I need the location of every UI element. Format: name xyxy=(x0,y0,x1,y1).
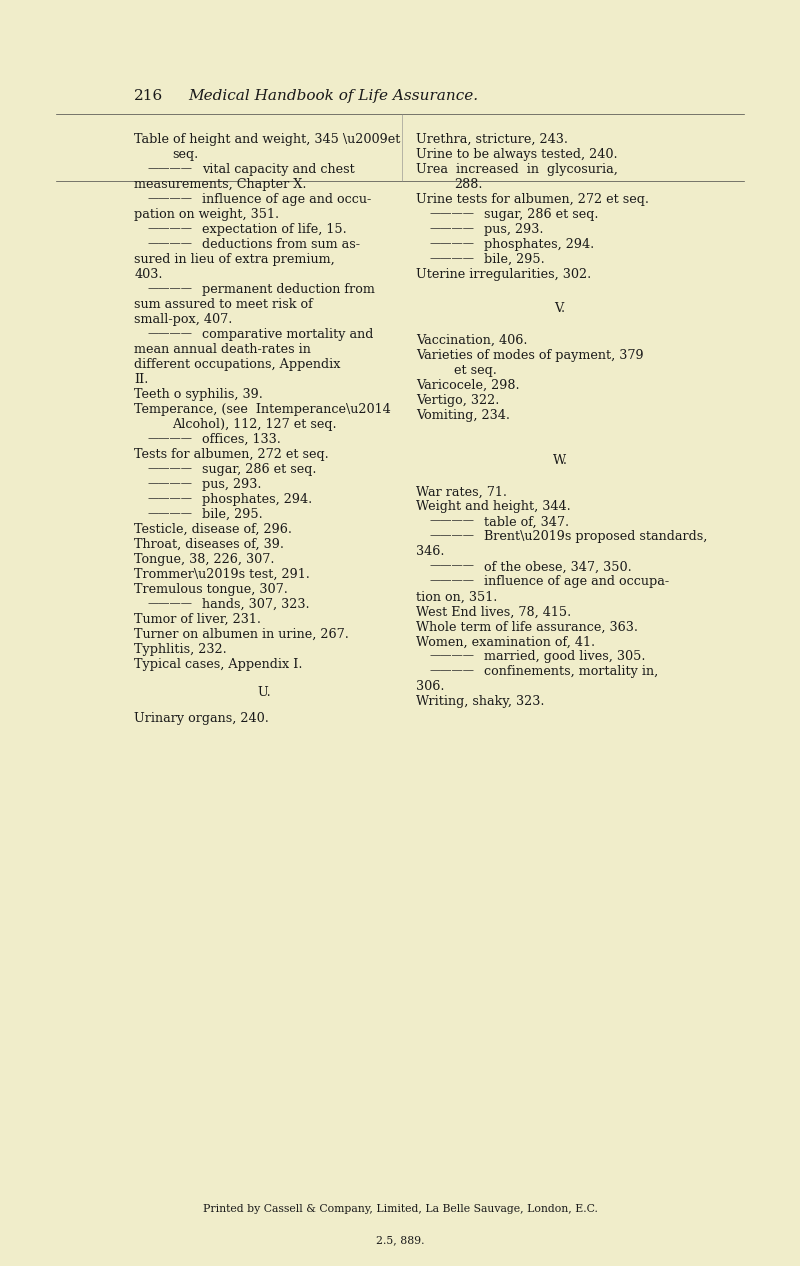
Text: tion on, 351.: tion on, 351. xyxy=(416,590,498,604)
Text: Urea  increased  in  glycosuria,: Urea increased in glycosuria, xyxy=(416,163,618,176)
Text: small-pox, 407.: small-pox, 407. xyxy=(134,313,233,325)
Text: ————: ———— xyxy=(148,238,193,248)
Text: ————: ———— xyxy=(148,433,193,443)
Text: ————: ———— xyxy=(148,192,193,203)
Text: different occupations, Appendix: different occupations, Appendix xyxy=(134,358,341,371)
Text: 403.: 403. xyxy=(134,268,163,281)
Text: phosphates, 294.: phosphates, 294. xyxy=(202,492,313,506)
Text: Table of height and weight, 345 \u2009et: Table of height and weight, 345 \u2009et xyxy=(134,133,401,146)
Text: pus, 293.: pus, 293. xyxy=(202,479,262,491)
Text: Writing, shaky, 323.: Writing, shaky, 323. xyxy=(416,695,545,709)
Text: measurements, Chapter X.: measurements, Chapter X. xyxy=(134,179,307,191)
Text: War rates, 71.: War rates, 71. xyxy=(416,485,507,499)
Text: offices, 133.: offices, 133. xyxy=(202,433,282,446)
Text: Tumor of liver, 231.: Tumor of liver, 231. xyxy=(134,613,262,625)
Text: 346.: 346. xyxy=(416,546,445,558)
Text: Varieties of modes of payment, 379: Varieties of modes of payment, 379 xyxy=(416,349,644,362)
Text: ————: ———— xyxy=(148,598,193,608)
Text: Urethra, stricture, 243.: Urethra, stricture, 243. xyxy=(416,133,568,146)
Text: hands, 307, 323.: hands, 307, 323. xyxy=(202,598,310,611)
Text: sugar, 286 et seq.: sugar, 286 et seq. xyxy=(484,208,598,222)
Text: pation on weight, 351.: pation on weight, 351. xyxy=(134,208,279,222)
Text: W.: W. xyxy=(553,454,567,467)
Text: Teeth o syphilis, 39.: Teeth o syphilis, 39. xyxy=(134,387,263,401)
Text: Printed by Cassell & Company, Limited, La Belle Sauvage, London, E.C.: Printed by Cassell & Company, Limited, L… xyxy=(202,1204,598,1214)
Text: bile, 295.: bile, 295. xyxy=(202,508,263,520)
Text: Weight and height, 344.: Weight and height, 344. xyxy=(416,500,570,514)
Text: seq.: seq. xyxy=(172,148,198,161)
Text: II.: II. xyxy=(134,373,149,386)
Text: 216: 216 xyxy=(134,89,164,104)
Text: ————: ———— xyxy=(430,530,474,541)
Text: bile, 295.: bile, 295. xyxy=(484,253,545,266)
Text: expectation of life, 15.: expectation of life, 15. xyxy=(202,223,347,235)
Text: Tremulous tongue, 307.: Tremulous tongue, 307. xyxy=(134,582,288,596)
Text: West End lives, 78, 415.: West End lives, 78, 415. xyxy=(416,605,571,618)
Text: table of, 347.: table of, 347. xyxy=(484,515,569,528)
Text: mean annual death-rates in: mean annual death-rates in xyxy=(134,343,311,356)
Text: Vaccination, 406.: Vaccination, 406. xyxy=(416,334,527,347)
Text: Urinary organs, 240.: Urinary organs, 240. xyxy=(134,711,270,725)
Text: deductions from sum as-: deductions from sum as- xyxy=(202,238,360,251)
Text: Brent\u2019s proposed standards,: Brent\u2019s proposed standards, xyxy=(484,530,707,543)
Text: influence of age and occupa-: influence of age and occupa- xyxy=(484,576,669,589)
Text: vital capacity and chest: vital capacity and chest xyxy=(202,163,355,176)
Text: Uterine irregularities, 302.: Uterine irregularities, 302. xyxy=(416,268,591,281)
Text: Vertigo, 322.: Vertigo, 322. xyxy=(416,394,499,406)
Text: 288.: 288. xyxy=(454,179,483,191)
Text: Urine tests for albumen, 272 et seq.: Urine tests for albumen, 272 et seq. xyxy=(416,192,649,206)
Text: Women, examination of, 41.: Women, examination of, 41. xyxy=(416,636,595,648)
Text: ————: ———— xyxy=(430,253,474,263)
Text: Vomiting, 234.: Vomiting, 234. xyxy=(416,409,510,422)
Text: V.: V. xyxy=(554,303,566,315)
Text: sured in lieu of extra premium,: sured in lieu of extra premium, xyxy=(134,253,335,266)
Text: ————: ———— xyxy=(430,515,474,525)
Text: married, good lives, 305.: married, good lives, 305. xyxy=(484,651,646,663)
Text: Typhlitis, 232.: Typhlitis, 232. xyxy=(134,643,227,656)
Text: ————: ———— xyxy=(430,651,474,661)
Text: ————: ———— xyxy=(430,208,474,218)
Text: sum assured to meet risk of: sum assured to meet risk of xyxy=(134,298,314,311)
Text: et seq.: et seq. xyxy=(454,363,498,377)
Text: pus, 293.: pus, 293. xyxy=(484,223,543,235)
Text: Typical cases, Appendix I.: Typical cases, Appendix I. xyxy=(134,658,303,671)
Text: ————: ———— xyxy=(148,223,193,233)
Text: ————: ———— xyxy=(148,492,193,503)
Text: ————: ———— xyxy=(148,463,193,473)
Text: Turner on albumen in urine, 267.: Turner on albumen in urine, 267. xyxy=(134,628,350,641)
Text: phosphates, 294.: phosphates, 294. xyxy=(484,238,594,251)
Text: ————: ———— xyxy=(430,561,474,571)
Text: confinements, mortality in,: confinements, mortality in, xyxy=(484,666,658,679)
Text: Testicle, disease of, 296.: Testicle, disease of, 296. xyxy=(134,523,293,536)
Text: of the obese, 347, 350.: of the obese, 347, 350. xyxy=(484,561,632,573)
Text: comparative mortality and: comparative mortality and xyxy=(202,328,374,341)
Text: Throat, diseases of, 39.: Throat, diseases of, 39. xyxy=(134,538,285,551)
Text: ————: ———— xyxy=(148,479,193,487)
Text: ————: ———— xyxy=(430,576,474,585)
Text: Varicocele, 298.: Varicocele, 298. xyxy=(416,379,520,392)
Text: ————: ———— xyxy=(430,223,474,233)
Text: 2.5, 889.: 2.5, 889. xyxy=(376,1236,424,1246)
Text: ————: ———— xyxy=(430,666,474,676)
Text: ————: ———— xyxy=(148,508,193,518)
Text: Tongue, 38, 226, 307.: Tongue, 38, 226, 307. xyxy=(134,553,275,566)
Text: Alcohol), 112, 127 et seq.: Alcohol), 112, 127 et seq. xyxy=(172,418,337,430)
Text: Temperance, (see  Intemperance\u2014: Temperance, (see Intemperance\u2014 xyxy=(134,403,391,417)
Text: Whole term of life assurance, 363.: Whole term of life assurance, 363. xyxy=(416,620,638,633)
Text: ————: ———— xyxy=(148,163,193,173)
Text: Tests for albumen, 272 et seq.: Tests for albumen, 272 et seq. xyxy=(134,448,329,461)
Text: permanent deduction from: permanent deduction from xyxy=(202,282,375,296)
Text: ————: ———— xyxy=(148,282,193,292)
Text: sugar, 286 et seq.: sugar, 286 et seq. xyxy=(202,463,317,476)
Text: ————: ———— xyxy=(430,238,474,248)
Text: ————: ———— xyxy=(148,328,193,338)
Text: 306.: 306. xyxy=(416,680,445,694)
Text: Urine to be always tested, 240.: Urine to be always tested, 240. xyxy=(416,148,618,161)
Text: influence of age and occu-: influence of age and occu- xyxy=(202,192,372,206)
Text: Medical Handbook of Life Assurance.: Medical Handbook of Life Assurance. xyxy=(188,89,478,104)
Text: U.: U. xyxy=(257,686,271,699)
Text: Trommer\u2019s test, 291.: Trommer\u2019s test, 291. xyxy=(134,568,310,581)
